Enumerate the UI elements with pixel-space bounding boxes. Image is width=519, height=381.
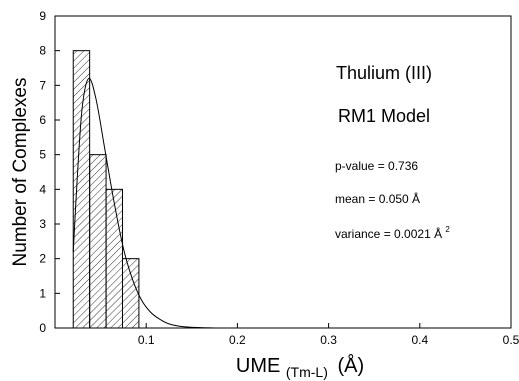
x-axis-label: UME (Tm-L) (Å) (236, 354, 364, 381)
y-tick-label: 1 (39, 286, 46, 300)
fitted-curve-layer (72, 77, 220, 329)
histogram-bar (121, 258, 140, 329)
x-tick-label: 0.1 (138, 333, 155, 347)
y-tick-label: 2 (39, 252, 46, 266)
annotation-p-value: p-value = 0.736 (335, 159, 418, 173)
y-tick-label: 0 (39, 321, 46, 335)
x-tick-label: 0.2 (229, 333, 246, 347)
fitted-distribution-curve (72, 77, 220, 329)
plot-frame (54, 15, 512, 329)
histogram-bar (105, 188, 123, 329)
annotation-mean: mean = 0.050 Å (335, 191, 420, 206)
x-axis-label-subscript: (Tm-L) (286, 364, 328, 380)
y-tick-label: 4 (39, 182, 46, 196)
x-tick-label: 0.3 (320, 333, 337, 347)
annotation-variance: variance = 0.0021 Å 2 (335, 225, 450, 241)
x-tick-label: 0.5 (503, 333, 519, 347)
histogram-bar (89, 154, 107, 329)
y-tick-label: 3 (39, 217, 46, 231)
annotation-variance-superscript: 2 (445, 225, 450, 234)
y-tick-label: 6 (39, 113, 46, 127)
annotation-variance-text: variance = 0.0021 Å (335, 226, 442, 241)
x-tick-label: 0.4 (411, 333, 428, 347)
x-axis-label-main: UME (236, 355, 280, 377)
y-axis-ticks: 0 1 2 3 4 5 6 7 8 9 (39, 9, 60, 335)
histogram-bar (72, 50, 91, 329)
annotation-model-name: RM1 Model (338, 106, 430, 126)
y-axis-label: Number of Complexes (10, 77, 31, 266)
y-tick-label: 9 (39, 9, 46, 23)
x-axis-label-unit: (Å) (337, 354, 364, 377)
y-tick-label: 7 (39, 78, 46, 92)
histogram-bars (72, 50, 140, 329)
x-axis-ticks: 0.1 0.2 0.3 0.4 0.5 (138, 323, 519, 347)
annotation-element-name: Thulium (III) (336, 63, 432, 83)
y-tick-label: 8 (39, 44, 46, 58)
y-tick-label: 5 (39, 148, 46, 162)
